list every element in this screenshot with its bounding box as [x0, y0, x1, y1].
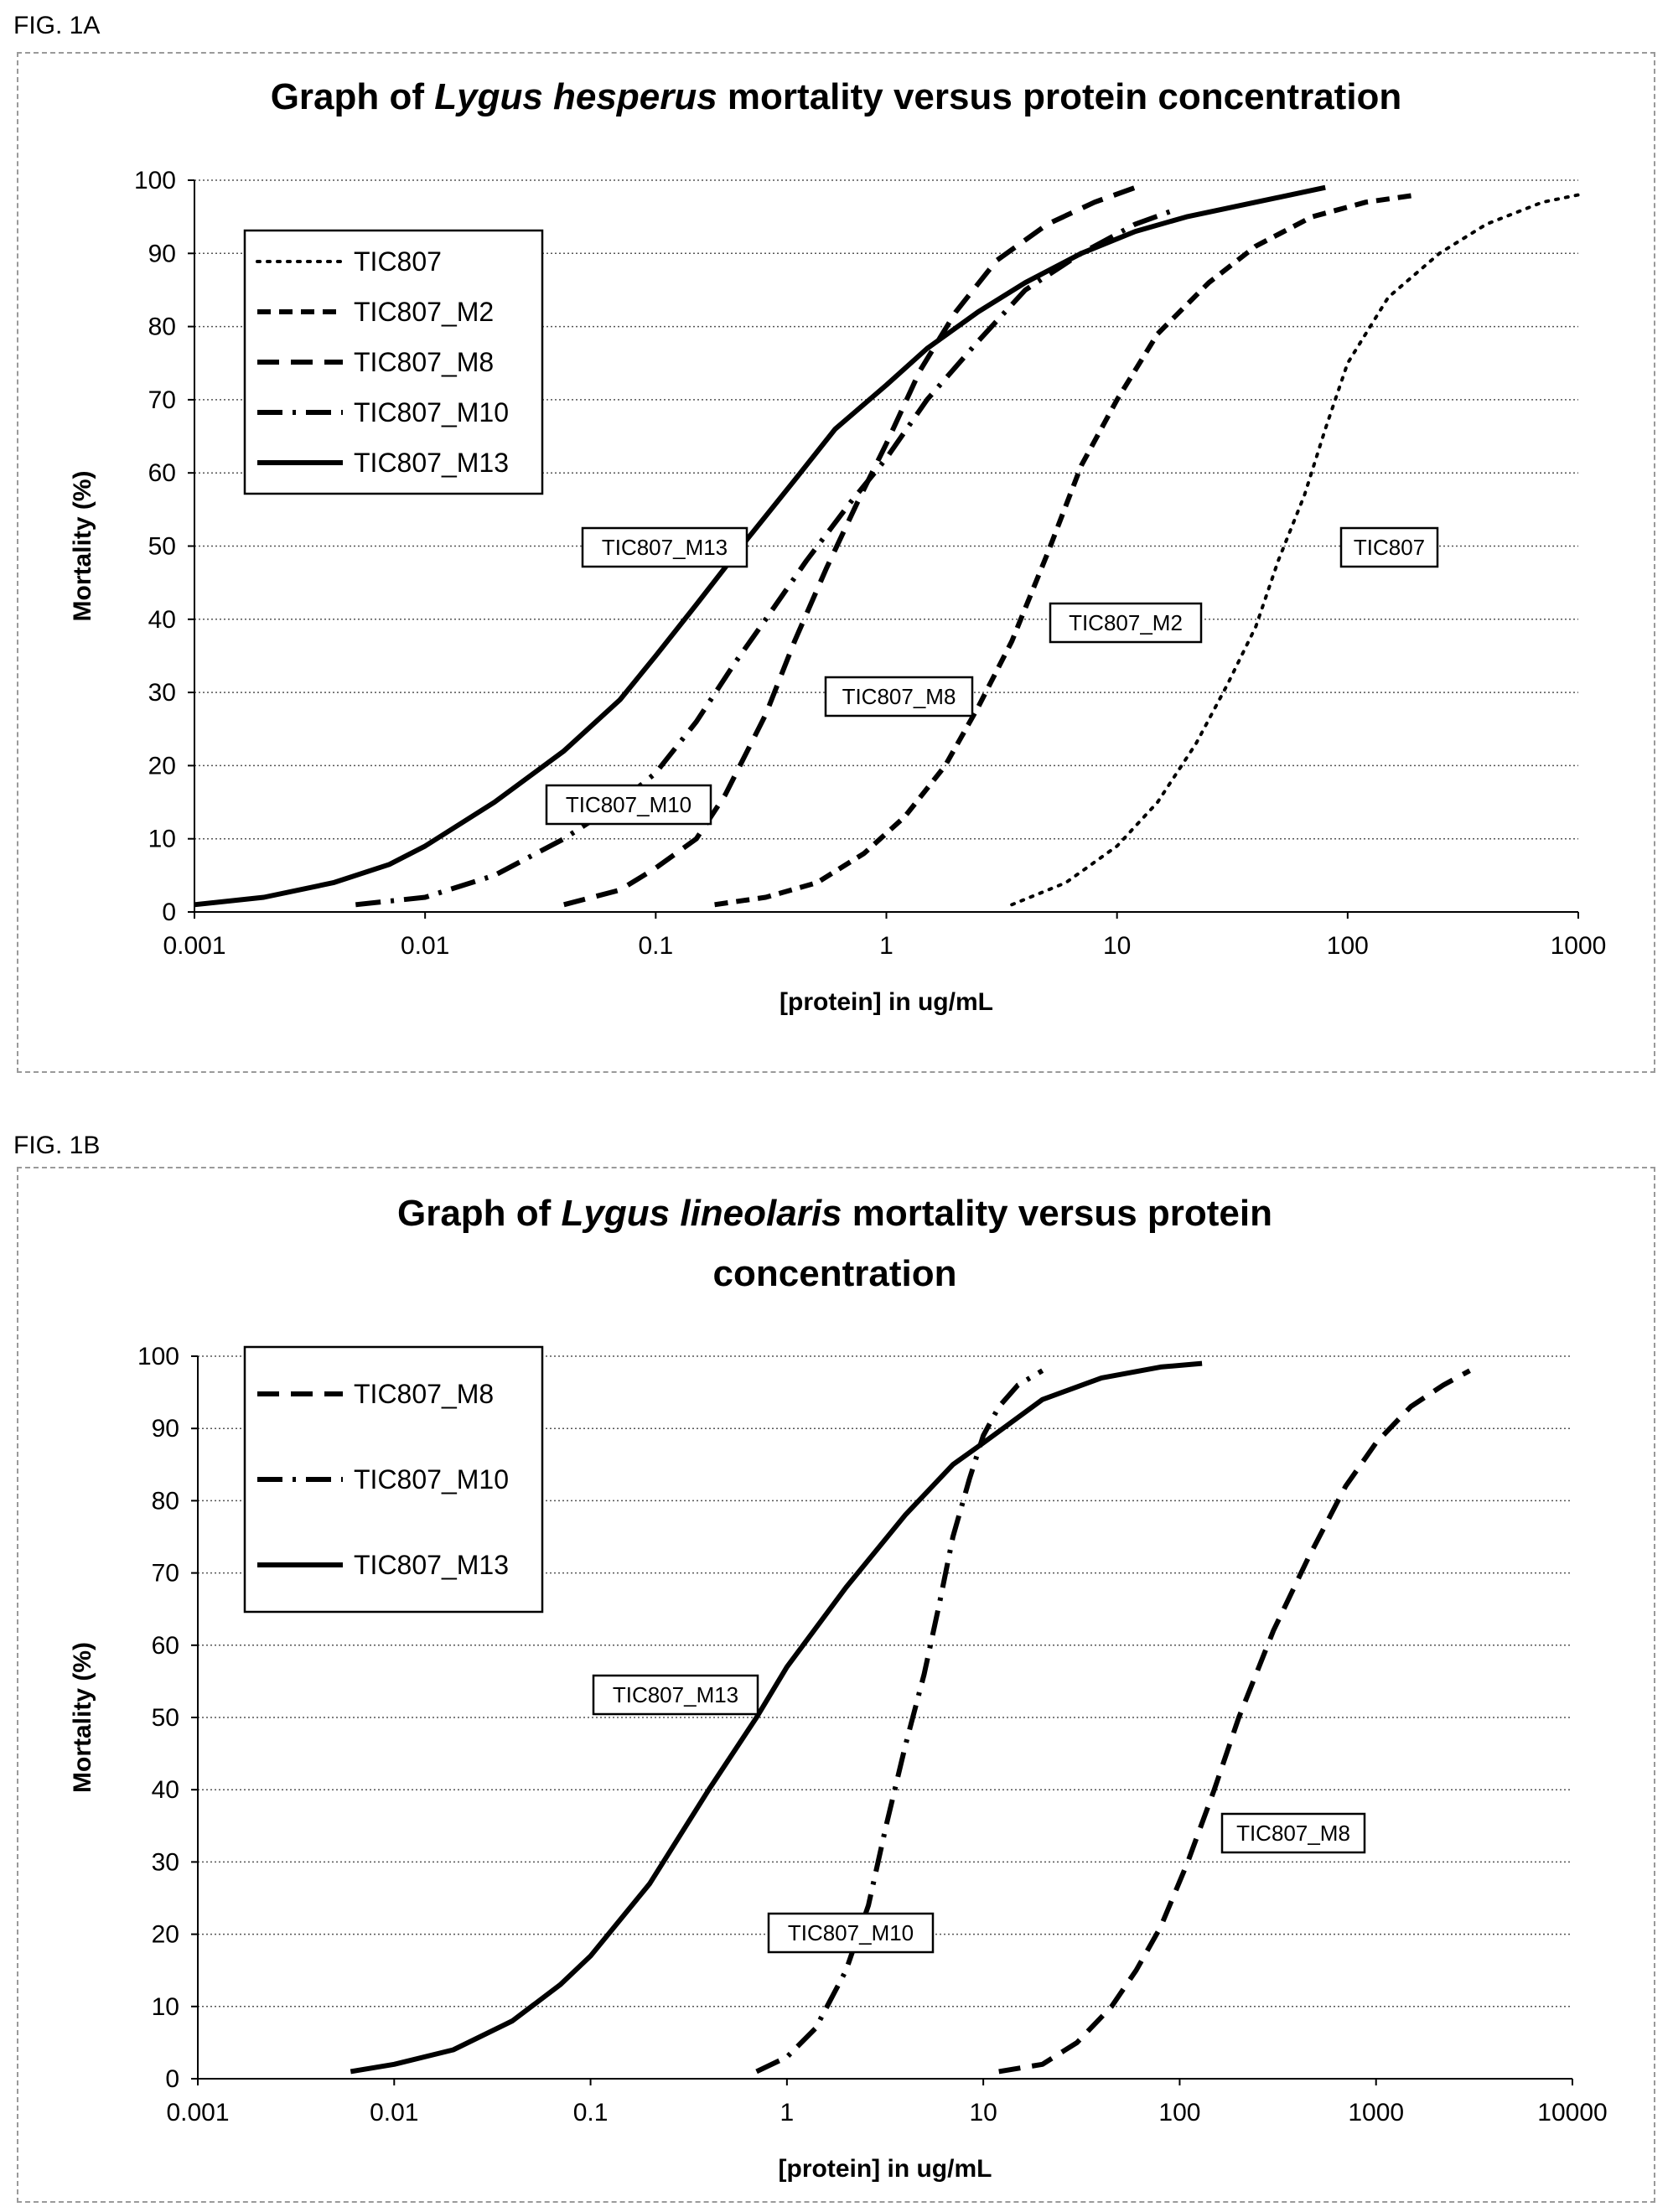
chart-1b-ytick-label: 90 [152, 1415, 179, 1443]
chart-1b-xtick-label: 0.001 [166, 2099, 229, 2127]
chart-1b-xtick-label: 0.01 [370, 2099, 418, 2127]
chart-1b-x-axis-label: [protein] in ug/mL [779, 2155, 992, 2183]
chart-1a-legend-label: TIC807_M8 [354, 347, 494, 377]
chart-1a-y-axis-label: Mortality (%) [69, 471, 96, 622]
chart-1b-series-tic807-m8 [998, 1368, 1471, 2075]
svg-text:TIC807_M8: TIC807_M8 [842, 684, 956, 709]
chart-1a-legend: TIC807 TIC807_M2 TIC807_M8 TIC807_M10 TIC807… [243, 229, 544, 495]
chart-1b-ytick-label: 30 [152, 1848, 179, 1876]
chart-1b-ytick-label: 80 [152, 1487, 179, 1515]
chart-1b-xtick-label: 0.1 [573, 2099, 609, 2127]
chart-1a-series-tic807-m8 [563, 184, 1137, 908]
svg-text:TIC807_M13: TIC807_M13 [602, 535, 728, 560]
chart-1b-legend: TIC807_M8 TIC807_M10 TIC807_M13 [243, 1345, 544, 1614]
chart-1b-ytick-label: 100 [137, 1343, 179, 1370]
chart-1b-series-tic807-m10 [755, 1368, 1044, 2075]
chart-1b-callout-tic807-m8: TIC807_M8 [1220, 1812, 1366, 1854]
chart-1a-callout-tic807-m8: TIC807_M8 [824, 676, 974, 717]
chart-1a-ytick-label: 80 [148, 313, 176, 341]
figure-1b-label: FIG. 1B [13, 1132, 101, 1159]
chart-1b-xtick-label: 1000 [1348, 2099, 1404, 2127]
chart-1a-ytick-label: 40 [148, 606, 176, 634]
chart-1b-ytick-label: 60 [152, 1632, 179, 1660]
chart-1a-ytick-label: 0 [162, 899, 176, 926]
svg-text:TIC807_M10: TIC807_M10 [788, 1920, 914, 1945]
chart-1b-ytick-label: 10 [152, 1993, 179, 2021]
chart-panel-1a [17, 52, 1655, 1073]
chart-1a-ytick-label: 30 [148, 679, 176, 707]
chart-1b-title-line1: Graph of Lygus lineolaris mortality vers… [397, 1193, 1272, 1234]
chart-1b-ytick-label: 0 [165, 2065, 179, 2093]
chart-1a-legend-label: TIC807_M10 [354, 397, 509, 427]
chart-1b-title-line2: concentration [713, 1253, 957, 1294]
chart-1b-ytick-label: 40 [152, 1776, 179, 1804]
chart-1a-ytick-label: 10 [148, 826, 176, 853]
chart-1a-title: Graph of Lygus hesperus mortality versus… [271, 76, 1402, 117]
chart-1b-xtick-label: 100 [1158, 2099, 1200, 2127]
chart-1a-ytick-label: 60 [148, 459, 176, 487]
chart-1b-xtick-label: 10000 [1537, 2099, 1607, 2127]
chart-1b-y-axis-label: Mortality (%) [69, 1642, 96, 1793]
chart-1a-callout-tic807-m2: TIC807_M2 [1049, 602, 1203, 644]
chart-1a-xtick-label: 1000 [1551, 932, 1607, 960]
chart-1b-ytick-label: 70 [152, 1560, 179, 1588]
svg-text:TIC807: TIC807 [1354, 535, 1425, 560]
svg-text:TIC807_M8: TIC807_M8 [1236, 1821, 1350, 1846]
chart-1a-xtick-label: 10 [1103, 932, 1131, 960]
svg-text:TIC807_M2: TIC807_M2 [1069, 610, 1183, 635]
figure-1a-label: FIG. 1A [13, 12, 101, 39]
chart-1a-ytick-label: 70 [148, 386, 176, 414]
chart-1b-xtick-label: 10 [969, 2099, 997, 2127]
chart-1a-ytick-label: 90 [148, 240, 176, 267]
chart-1b-legend-label: TIC807_M10 [354, 1464, 509, 1495]
chart-1a-x-axis-label: [protein] in ug/mL [780, 988, 993, 1016]
chart-1a-series-tic807-m13 [194, 184, 1326, 908]
chart-panel-1b [17, 1167, 1655, 2203]
chart-1a-callout-tic807-m13: TIC807_M13 [581, 526, 748, 568]
chart-1b-callout-tic807-m10: TIC807_M10 [767, 1912, 935, 1954]
chart-1b-xtick-label: 1 [780, 2099, 795, 2127]
chart-1a-ytick-label: 50 [148, 533, 176, 561]
chart-1a-ytick-label: 20 [148, 752, 176, 780]
chart-1a-legend-label: TIC807 [354, 246, 442, 277]
chart-1b-legend-label: TIC807_M13 [354, 1550, 509, 1580]
chart-1b-ytick-label: 50 [152, 1704, 179, 1732]
chart-1a-ytick-label: 100 [134, 167, 176, 194]
chart-1a-series-tic807-m2 [714, 192, 1418, 908]
chart-1a-xtick-label: 0.001 [163, 932, 225, 960]
chart-1a-xtick-label: 0.1 [638, 932, 673, 960]
chart-1a-xtick-label: 100 [1327, 932, 1369, 960]
chart-1b-callout-tic807-m13: TIC807_M13 [592, 1674, 759, 1716]
chart-1a-callout-tic807: TIC807 [1339, 526, 1439, 568]
chart-1a-series-tic807-m10 [355, 207, 1177, 908]
chart-1b-series-tic807-m13 [350, 1360, 1203, 2075]
chart-1a-legend-label: TIC807_M13 [354, 448, 509, 478]
svg-text:TIC807_M13: TIC807_M13 [613, 1682, 738, 1707]
chart-1b-legend-label: TIC807_M8 [354, 1379, 494, 1409]
chart-1a-legend-label: TIC807_M2 [354, 297, 494, 327]
chart-1a-xtick-label: 0.01 [401, 932, 449, 960]
chart-1a-svg: Graph of Lygus hesperus mortality versus… [69, 76, 1607, 1016]
chart-1a-series-tic807 [1010, 193, 1580, 907]
chart-1b-ytick-label: 20 [152, 1921, 179, 1949]
chart-1a-xtick-label: 1 [879, 932, 893, 960]
chart-1a-callout-tic807-m10: TIC807_M10 [545, 784, 712, 826]
svg-text:TIC807_M10: TIC807_M10 [566, 792, 691, 817]
